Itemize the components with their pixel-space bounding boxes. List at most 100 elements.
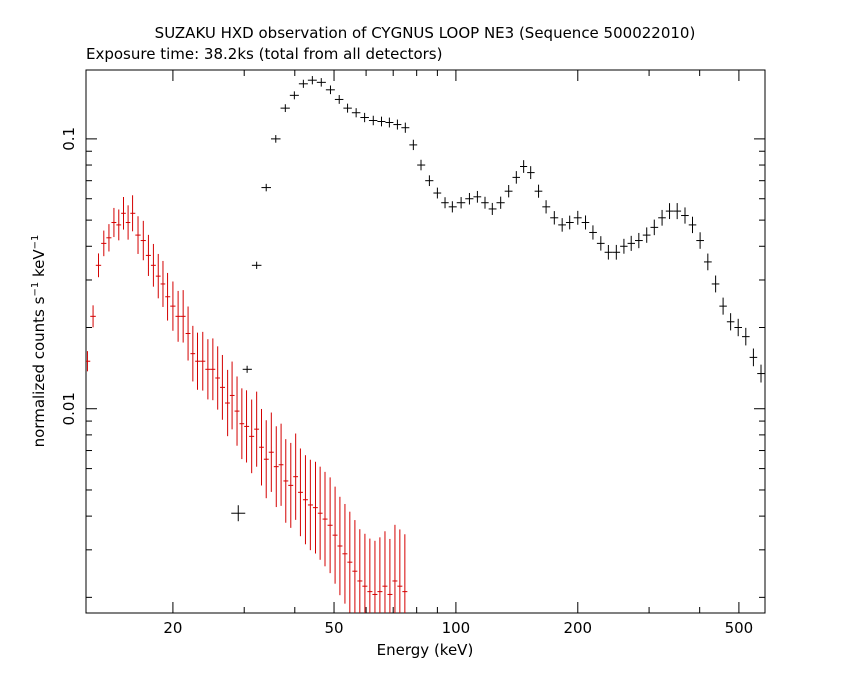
x-tick-label: 200 <box>563 619 592 637</box>
y-axis-label-main: normalized counts s <box>30 296 48 447</box>
data-point <box>402 534 408 613</box>
data-point <box>512 171 520 184</box>
data-point <box>111 207 117 238</box>
data-point <box>711 275 720 293</box>
data-point <box>481 196 489 209</box>
data-point <box>280 104 290 113</box>
data-point <box>200 331 206 391</box>
data-point <box>534 184 543 198</box>
data-point <box>726 313 735 331</box>
data-point <box>175 290 181 342</box>
data-point <box>106 224 112 252</box>
data-point <box>465 192 474 205</box>
data-point <box>249 399 255 474</box>
data-point <box>367 538 373 613</box>
data-point <box>542 200 551 214</box>
data-point <box>377 537 383 613</box>
data-point <box>121 196 126 230</box>
data-point <box>377 116 386 127</box>
data-point <box>385 117 394 128</box>
data-point <box>688 216 697 234</box>
data-point <box>205 339 211 400</box>
data-point <box>635 232 643 249</box>
data-point <box>231 505 246 522</box>
data-point <box>254 391 260 467</box>
data-point <box>229 361 235 430</box>
data-point <box>352 520 358 613</box>
data-point <box>757 364 765 383</box>
data-point <box>140 220 146 261</box>
data-point <box>251 261 262 269</box>
data-point <box>239 388 245 460</box>
data-point <box>307 459 313 551</box>
data-point <box>456 197 466 209</box>
y-tick-label: 0.1 <box>60 127 78 151</box>
data-point <box>298 79 308 88</box>
data-point <box>268 412 274 492</box>
data-point <box>347 511 353 613</box>
data-point <box>145 234 151 276</box>
series-1 <box>231 76 765 522</box>
data-point <box>372 540 378 613</box>
data-point <box>681 207 689 224</box>
data-point <box>550 211 559 225</box>
data-point <box>95 253 102 278</box>
chart-subtitle: Exposure time: 38.2ks (total from all de… <box>86 45 442 63</box>
data-point <box>473 190 482 203</box>
data-point <box>343 103 352 113</box>
data-point <box>283 439 289 523</box>
data-point <box>160 260 166 307</box>
data-point <box>225 369 230 437</box>
data-point <box>749 348 758 367</box>
data-point <box>441 197 449 209</box>
data-point <box>130 195 136 232</box>
data-point <box>673 203 682 220</box>
data-point <box>741 327 750 346</box>
data-point <box>86 351 91 372</box>
data-point <box>332 486 338 584</box>
x-axis-label: Energy (keV) <box>377 641 474 659</box>
data-point <box>317 466 323 560</box>
y-axis-label-mid: keV <box>30 249 48 282</box>
y-axis-label-exp1: −1 <box>30 282 41 297</box>
data-point <box>357 529 363 613</box>
data-point <box>312 461 318 554</box>
data-point <box>392 524 398 613</box>
data-point <box>116 209 122 241</box>
data-point <box>519 160 528 173</box>
x-tick-label: 50 <box>324 619 343 637</box>
data-point <box>665 203 674 220</box>
data-point <box>327 477 333 574</box>
data-point <box>596 236 605 251</box>
data-point <box>90 305 96 328</box>
data-point <box>425 175 434 187</box>
data-point <box>334 95 344 104</box>
data-point <box>195 332 201 390</box>
x-tick-label: 100 <box>442 619 471 637</box>
data-point <box>397 529 403 613</box>
data-point <box>393 119 402 130</box>
data-point <box>565 215 574 230</box>
x-tick-label: 500 <box>725 619 754 637</box>
data-point <box>488 202 497 215</box>
data-point <box>719 297 727 315</box>
data-point <box>342 503 348 604</box>
data-point <box>558 218 566 232</box>
data-point <box>261 183 271 192</box>
data-point <box>581 215 590 230</box>
data-point <box>527 166 535 180</box>
data-point <box>322 471 328 567</box>
x-tick-label: 20 <box>163 619 182 637</box>
data-point <box>150 243 156 287</box>
data-point <box>273 426 279 508</box>
data-point <box>135 216 141 254</box>
data-point <box>316 78 326 87</box>
data-point <box>409 139 418 151</box>
data-point <box>125 205 131 240</box>
data-point <box>360 112 369 123</box>
data-point <box>362 533 368 613</box>
data-point <box>165 272 171 321</box>
data-point <box>696 232 704 249</box>
data-point <box>642 227 651 243</box>
